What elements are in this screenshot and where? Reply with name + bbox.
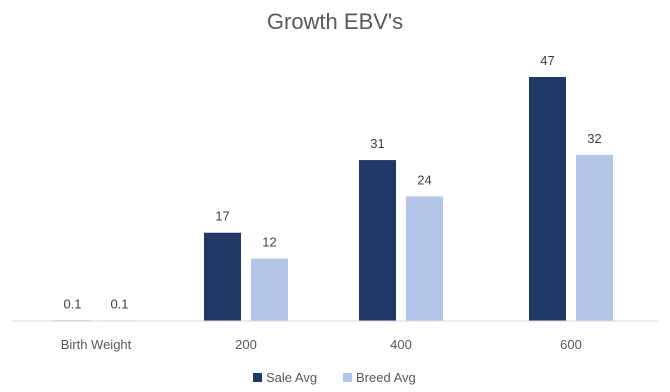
data-label: 12 [262, 235, 276, 250]
bar-breed-avg-3 [576, 154, 613, 321]
legend-swatch-sale-avg [253, 373, 262, 382]
chart-title: Growth EBV's [267, 9, 403, 34]
x-tick-label: Birth Weight [61, 337, 132, 352]
legend-swatch-breed-avg [343, 373, 352, 382]
data-label: 0.1 [63, 296, 81, 311]
bar-sale-avg-1 [204, 232, 241, 321]
data-label: 0.1 [110, 296, 128, 311]
x-tick-label: 200 [235, 337, 257, 352]
data-label: 17 [215, 209, 229, 224]
legend: Sale Avg Breed Avg [253, 370, 416, 385]
data-label: 31 [370, 136, 384, 151]
data-label: 47 [540, 53, 554, 68]
bar-sale-avg-3 [529, 77, 566, 321]
data-label: 24 [417, 172, 431, 187]
x-tick-label: 600 [560, 337, 582, 352]
x-tick-label: 400 [390, 337, 412, 352]
legend-label: Breed Avg [356, 370, 416, 385]
bar-sale-avg-2 [359, 160, 396, 321]
plot-area: 0.1 0.1 Birth Weight 17 12 200 31 24 400 47 32 600 [12, 53, 658, 352]
bar-breed-avg-2 [406, 196, 443, 321]
legend-label: Sale Avg [266, 370, 317, 385]
data-label: 32 [587, 131, 601, 146]
bar-breed-avg-1 [251, 258, 288, 321]
